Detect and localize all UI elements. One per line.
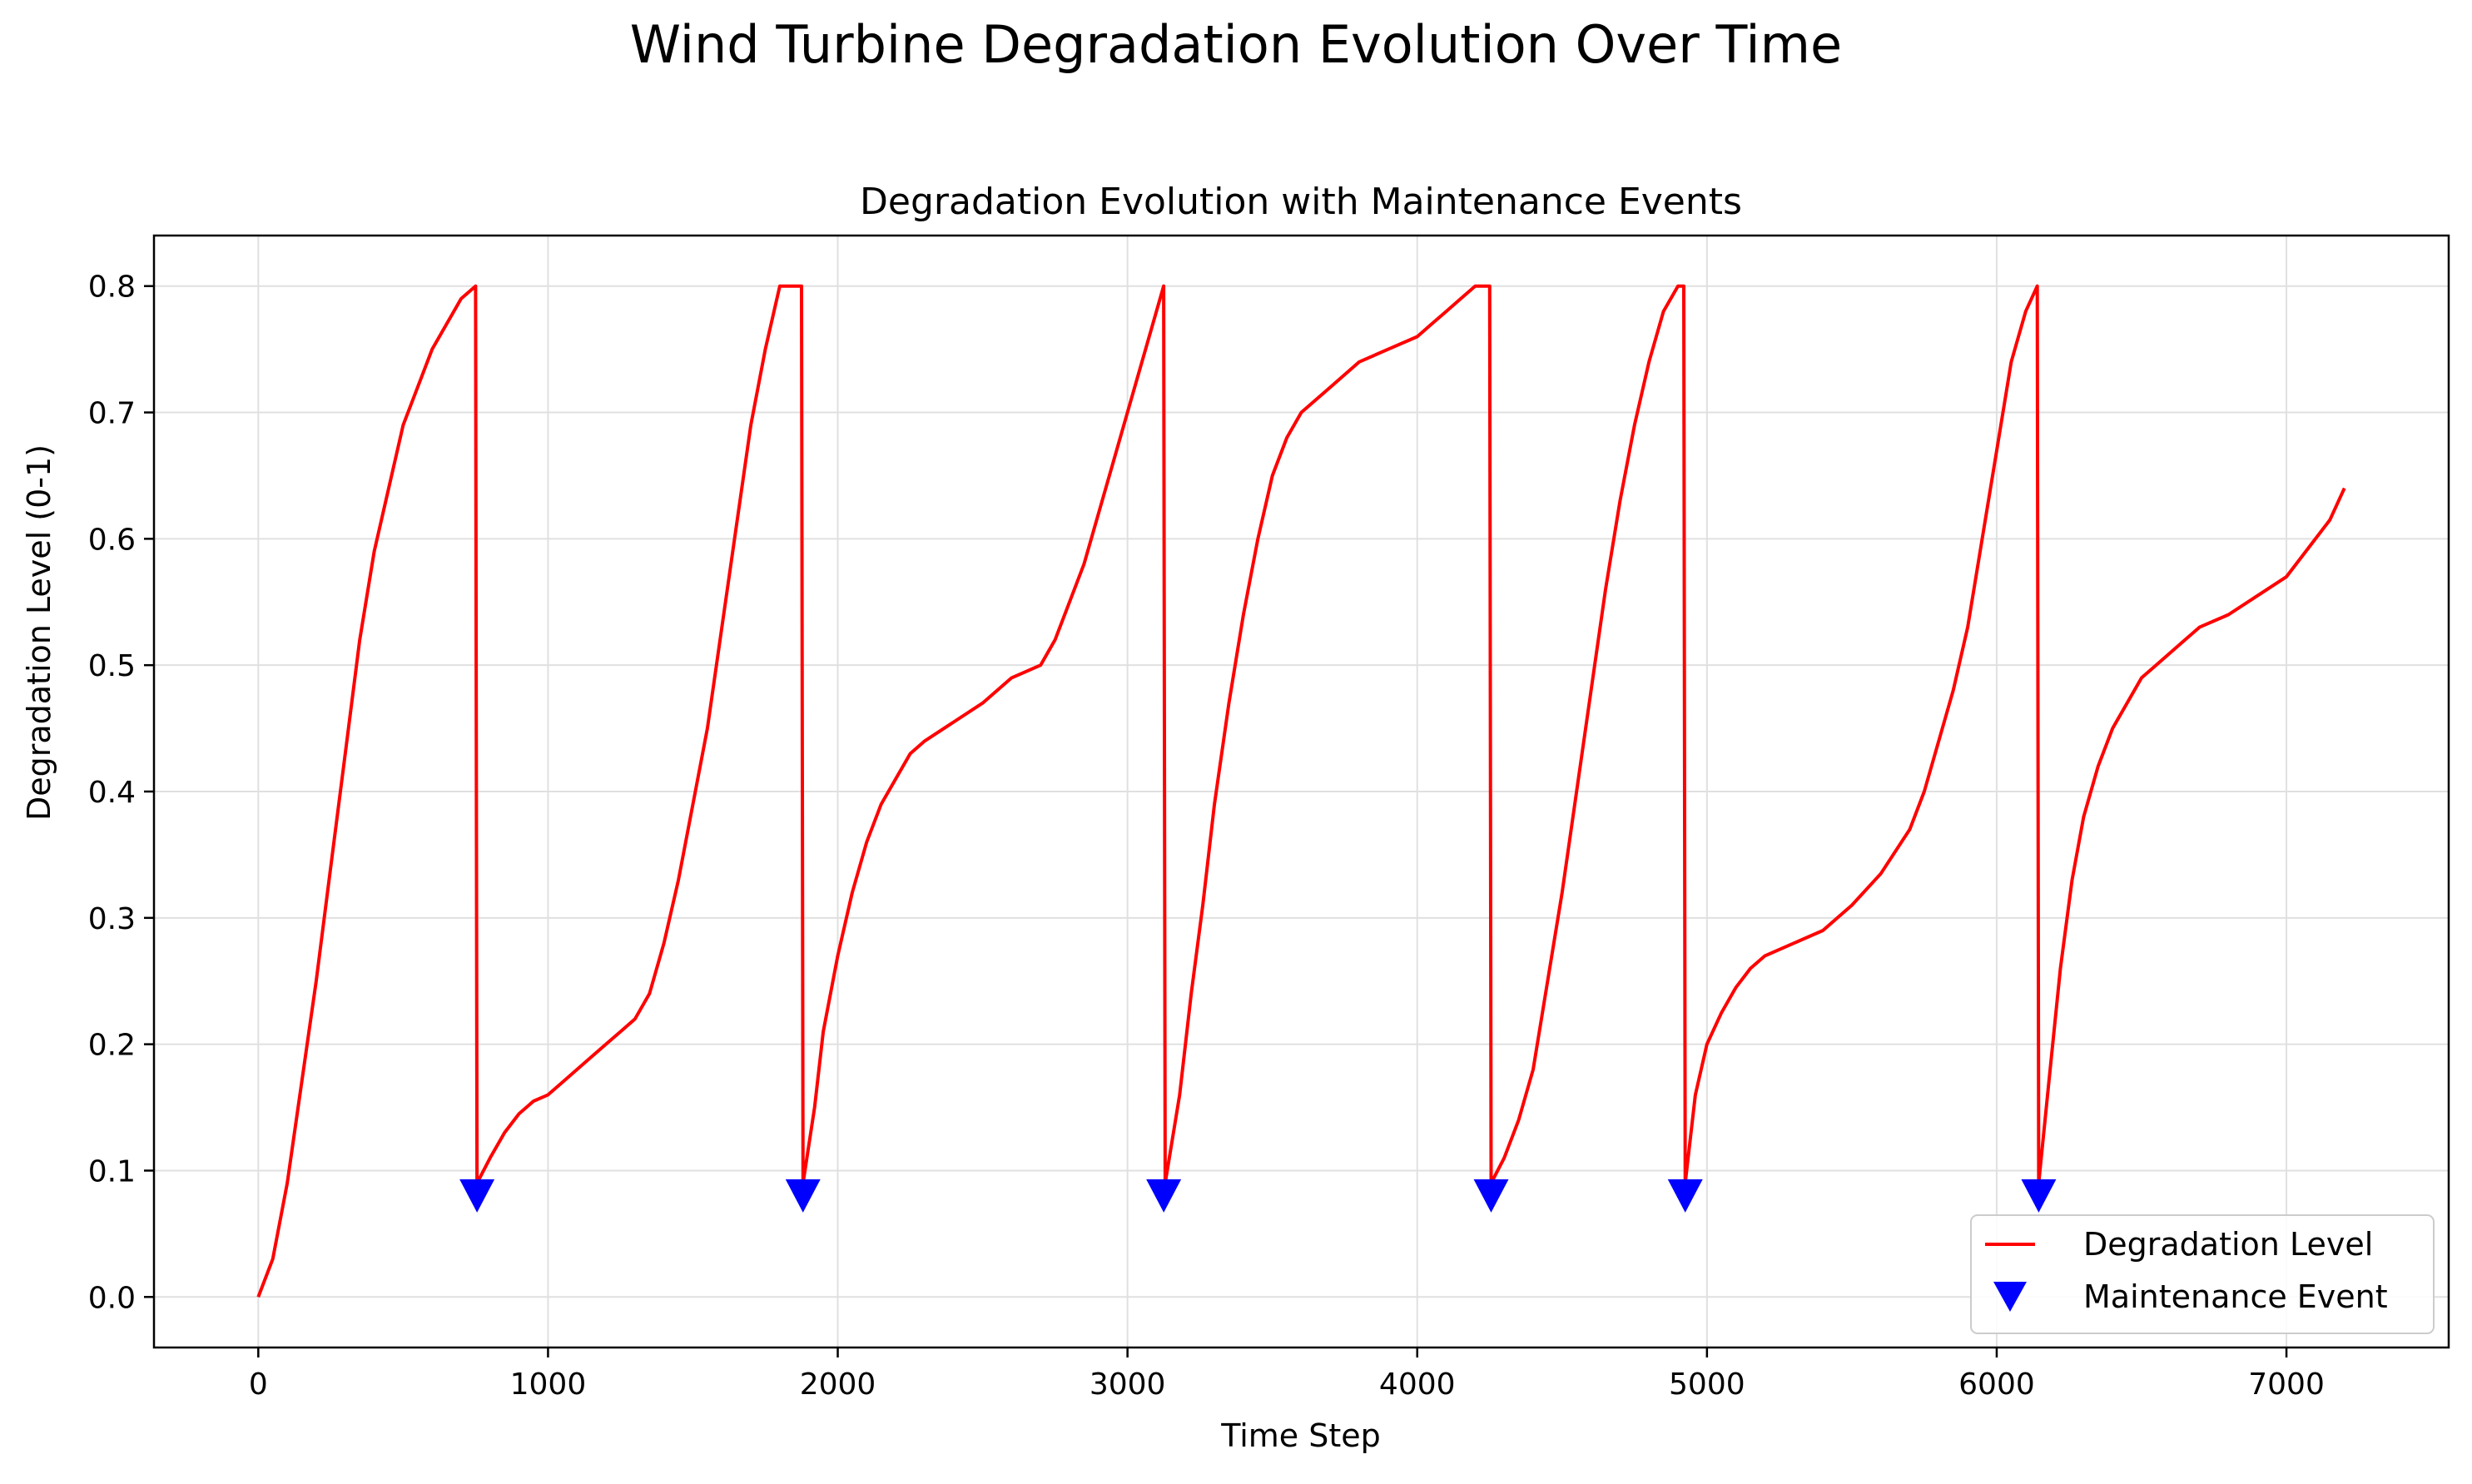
maintenance-event-marker xyxy=(1146,1179,1182,1213)
y-tick-label: 0.4 xyxy=(88,776,136,810)
y-tick-label: 0.8 xyxy=(88,270,136,305)
x-tick-label: 7000 xyxy=(2248,1367,2325,1402)
maintenance-event-marker xyxy=(459,1179,495,1213)
maintenance-event-marker xyxy=(2021,1179,2057,1213)
y-tick-label: 0.6 xyxy=(88,523,136,557)
legend-marker-swatch xyxy=(1993,1282,2027,1312)
degradation-line xyxy=(256,284,2346,1298)
y-tick-label: 0.7 xyxy=(88,397,136,431)
x-tick-label: 2000 xyxy=(800,1367,876,1402)
maintenance-event-marker xyxy=(1473,1179,1509,1213)
x-tick-label: 6000 xyxy=(1958,1367,2035,1402)
figure-suptitle: Wind Turbine Degradation Evolution Over … xyxy=(630,14,1842,75)
x-tick-label: 4000 xyxy=(1379,1367,1456,1402)
y-tick-label: 0.0 xyxy=(88,1281,136,1315)
y-axis: 0.0 0.1 0.2 0.3 0.4 0.5 0.6 0.7 0.8 xyxy=(88,270,154,1315)
legend-box xyxy=(1970,1214,2435,1334)
legend: Degradation Level Maintenance Event xyxy=(1970,1214,2435,1334)
chart-title: Degradation Evolution with Maintenance E… xyxy=(860,181,1742,223)
y-tick-label: 0.1 xyxy=(88,1154,136,1189)
y-axis-label: Degradation Level (0-1) xyxy=(21,444,57,821)
y-tick-label: 0.3 xyxy=(88,902,136,936)
legend-label-maintenance: Maintenance Event xyxy=(2083,1278,2388,1315)
x-tick-label: 5000 xyxy=(1669,1367,1745,1402)
grid-layer xyxy=(154,236,2449,1348)
x-axis-label: Time Step xyxy=(1220,1417,1381,1454)
y-tick-label: 0.5 xyxy=(88,649,136,683)
y-tick-label: 0.2 xyxy=(88,1029,136,1063)
maintenance-event-marker xyxy=(785,1179,821,1213)
legend-label-degradation: Degradation Level xyxy=(2083,1226,2373,1263)
series-layer xyxy=(256,284,2346,1298)
x-tick-label: 3000 xyxy=(1090,1367,1166,1402)
x-tick-label: 1000 xyxy=(510,1367,587,1402)
x-tick-label: 0 xyxy=(249,1367,268,1402)
marker-layer xyxy=(459,1179,2057,1213)
x-axis: 0 1000 2000 3000 4000 5000 6000 7000 xyxy=(249,1348,2325,1402)
maintenance-event-marker xyxy=(1667,1179,1703,1213)
